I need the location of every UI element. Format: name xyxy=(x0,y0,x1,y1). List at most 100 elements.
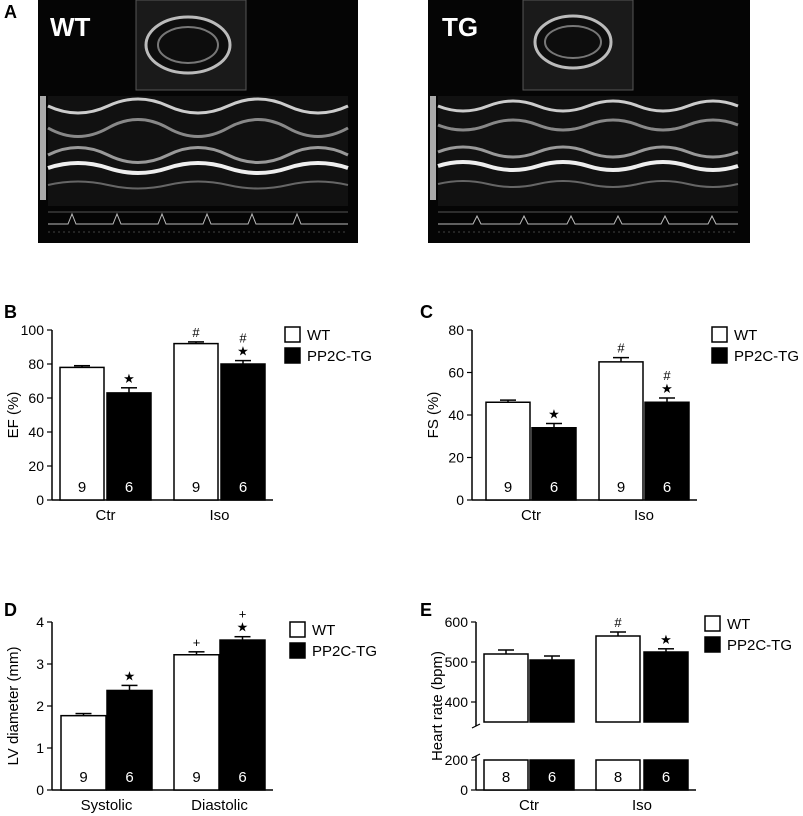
y-tick-label: 20 xyxy=(28,458,44,474)
legend-swatch-wt xyxy=(711,326,728,343)
bar-tg xyxy=(219,639,266,791)
legend-swatch-tg xyxy=(284,347,301,364)
y-tick-label: 80 xyxy=(448,322,464,338)
echo-image-wt-drawing xyxy=(38,0,358,243)
legend-label-tg: PP2C-TG xyxy=(727,637,792,654)
n-label: 6 xyxy=(238,769,246,786)
y-tick-label: 400 xyxy=(445,694,469,710)
y-tick-label: 600 xyxy=(445,614,469,630)
n-label: 6 xyxy=(550,479,558,496)
x-category-label: Ctr xyxy=(521,507,541,524)
y-tick-label: 0 xyxy=(456,492,464,508)
x-category-label: Iso xyxy=(634,507,654,524)
bar-wt xyxy=(173,342,219,501)
bar-wt xyxy=(595,635,641,723)
n-label: 6 xyxy=(125,479,133,496)
bar-tg-lower xyxy=(643,759,689,791)
significance-mark: # xyxy=(617,341,625,356)
bar-wt xyxy=(485,401,531,501)
legend-label-wt: WT xyxy=(312,622,335,639)
significance-mark: ★ xyxy=(660,632,672,647)
echo-image-wt: WT xyxy=(38,0,358,243)
bar-tg xyxy=(529,659,575,723)
panel-e-letter: E xyxy=(420,600,433,620)
n-label: 8 xyxy=(502,769,510,786)
significance-mark: ★ xyxy=(124,668,136,683)
significance-mark: # xyxy=(192,325,200,340)
legend-label-wt: WT xyxy=(307,327,330,344)
y-tick-label: 60 xyxy=(448,365,464,381)
legend-swatch-wt xyxy=(284,326,301,343)
x-category-label: Iso xyxy=(209,507,229,524)
y-tick-label: 100 xyxy=(21,322,45,338)
significance-mark: ★ xyxy=(661,381,673,396)
y-tick-label: 0 xyxy=(460,782,468,798)
significance-mark: ★ xyxy=(123,371,135,386)
panel-d-letter: D xyxy=(4,600,17,620)
significance-mark: # xyxy=(239,331,247,346)
n-label: 9 xyxy=(617,479,625,496)
x-category-label: Systolic xyxy=(81,797,133,814)
bar-tg xyxy=(644,401,690,501)
significance-mark: ★ xyxy=(548,407,560,422)
bar-wt-lower xyxy=(483,759,529,791)
n-label: 9 xyxy=(192,479,200,496)
n-label: 6 xyxy=(239,479,247,496)
bar-tg-lower xyxy=(529,759,575,791)
y-tick-label: 0 xyxy=(36,492,44,508)
panel-c-letter: C xyxy=(420,302,433,322)
x-category-label: Ctr xyxy=(96,507,116,524)
y-tick-label: 20 xyxy=(448,450,464,466)
bar-wt xyxy=(483,653,529,723)
n-label: 6 xyxy=(662,769,670,786)
y-tick-label: 40 xyxy=(28,424,44,440)
legend-swatch-wt xyxy=(289,621,306,638)
bar-tg xyxy=(220,363,266,501)
y-tick-label: 500 xyxy=(445,654,469,670)
y-tick-label: 200 xyxy=(445,752,469,768)
bar-tg xyxy=(106,392,152,501)
legend-label-tg: PP2C-TG xyxy=(312,643,377,660)
n-label: 8 xyxy=(614,769,622,786)
n-label: 6 xyxy=(548,769,556,786)
x-category-label: Diastolic xyxy=(191,797,248,814)
panel-a-letter: A xyxy=(4,2,17,22)
n-label: 9 xyxy=(79,769,87,786)
y-tick-label: 80 xyxy=(28,356,44,372)
bar-wt xyxy=(59,366,105,501)
n-label: 6 xyxy=(125,769,133,786)
bar-tg xyxy=(643,651,689,723)
y-axis-label: FS (%) xyxy=(425,392,442,439)
significance-mark: # xyxy=(663,368,671,383)
legend-swatch-tg xyxy=(289,642,306,659)
panel-b-letter: B xyxy=(4,302,17,322)
x-category-label: Ctr xyxy=(519,797,539,814)
y-tick-label: 3 xyxy=(36,656,44,672)
echo-image-tg-drawing xyxy=(428,0,750,243)
significance-mark: + xyxy=(193,635,201,650)
echo-tg-label: TG xyxy=(442,12,479,42)
y-axis-label: LV diameter (mm) xyxy=(5,647,22,766)
bar-wt xyxy=(598,361,644,501)
axis-break-mark xyxy=(471,723,481,729)
n-label: 6 xyxy=(663,479,671,496)
y-tick-label: 60 xyxy=(28,390,44,406)
legend-swatch-tg xyxy=(711,347,728,364)
axis-break-mark xyxy=(471,753,481,759)
significance-mark: ★ xyxy=(237,620,249,635)
echo-wt-label: WT xyxy=(50,12,91,42)
y-tick-label: 4 xyxy=(36,614,44,630)
bar-wt-lower xyxy=(595,759,641,791)
n-label: 9 xyxy=(78,479,86,496)
legend-swatch-wt xyxy=(704,615,721,632)
y-tick-label: 0 xyxy=(36,782,44,798)
significance-mark: + xyxy=(239,607,247,622)
n-label: 9 xyxy=(192,769,200,786)
y-axis-label: Heart rate (bpm) xyxy=(429,651,446,761)
legend-swatch-tg xyxy=(704,636,721,653)
significance-mark: ★ xyxy=(237,344,249,359)
significance-mark: # xyxy=(614,615,622,630)
